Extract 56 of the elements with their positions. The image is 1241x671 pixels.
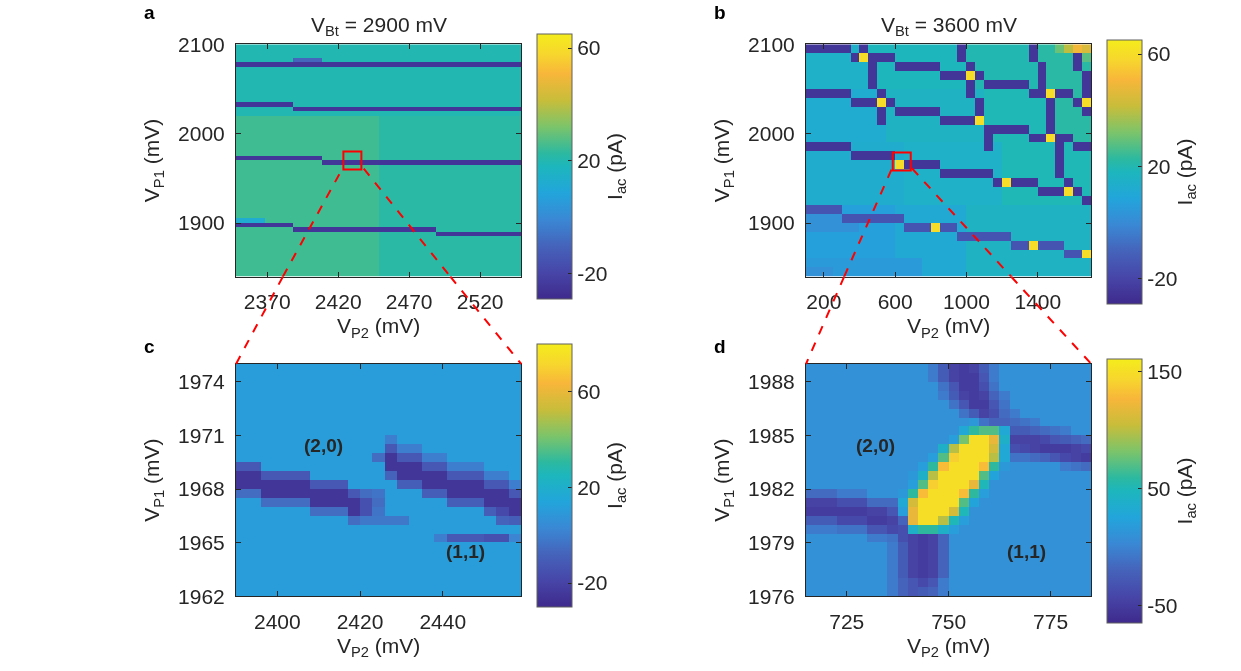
y-tick-label: 1988 xyxy=(748,370,795,394)
annotation: (1,1) xyxy=(1007,541,1047,562)
y-tick-label: 1979 xyxy=(748,531,795,555)
x-tick-label: 2420 xyxy=(314,289,362,313)
text: c xyxy=(144,336,155,357)
color-bar-label: 150 xyxy=(1147,360,1183,384)
y-tick-label: 1962 xyxy=(178,584,225,608)
x-axis-title: V$_{P2}$ (mV) xyxy=(906,633,991,661)
annotation: (2,0) xyxy=(856,435,896,456)
y-tick-label: 1976 xyxy=(748,584,795,608)
x-tick-label: 600 xyxy=(877,289,913,313)
x-tick-label: 1400 xyxy=(1014,289,1062,313)
x-tick-label: 775 xyxy=(1033,609,1069,633)
y-tick-label: 2100 xyxy=(178,32,225,56)
x-tick-label: 2420 xyxy=(336,609,384,633)
x-tick-label: 750 xyxy=(931,609,967,633)
y-tick-label: 1900 xyxy=(178,211,225,235)
y-tick-label: 2100 xyxy=(748,32,795,56)
annotation: (2,0) xyxy=(304,435,344,456)
y-tick-label: 2000 xyxy=(748,122,795,146)
color-bar-label: 60 xyxy=(577,36,601,60)
x-tick-label: 2400 xyxy=(253,609,301,633)
y-tick-label: 1982 xyxy=(748,477,795,501)
y-tick-label: 2000 xyxy=(178,122,225,146)
text: b xyxy=(714,2,726,23)
x-tick-label: 725 xyxy=(829,609,865,633)
color-bar-label: -50 xyxy=(1147,593,1178,617)
y-tick-label: 1900 xyxy=(748,211,795,235)
text: a xyxy=(144,2,155,23)
x-tick-label: 2370 xyxy=(243,289,291,313)
chart-title: V$_{Bt}$ = 2900 mV xyxy=(311,13,447,40)
text: d xyxy=(714,336,726,357)
color-bar-label: -20 xyxy=(1147,267,1178,291)
color-bar-label: 50 xyxy=(1147,477,1171,501)
y-tick-label: 1985 xyxy=(748,423,795,447)
annotation: (1,1) xyxy=(446,541,486,562)
x-axis-title: V$_{P2}$ (mV) xyxy=(906,314,991,341)
x-axis-title: V$_{P2}$ (mV) xyxy=(336,314,421,341)
color-bar-label: 20 xyxy=(577,149,601,173)
y-tick-label: 1965 xyxy=(178,531,225,555)
color-bar-label: 20 xyxy=(577,475,601,499)
y-tick-label: 1971 xyxy=(178,423,225,447)
color-bar-label: -20 xyxy=(577,261,608,285)
color-bar-label: -20 xyxy=(577,571,608,595)
y-tick-label: 1968 xyxy=(178,477,225,501)
y-tick-label: 1974 xyxy=(178,370,226,394)
color-bar-label: 60 xyxy=(1147,42,1171,66)
x-tick-label: 1000 xyxy=(943,289,990,313)
x-tick-label: 2470 xyxy=(385,289,433,313)
x-tick-label: 200 xyxy=(806,289,842,313)
x-axis-title: V$_{P2}$ (mV) xyxy=(336,633,421,661)
color-bar-label: 20 xyxy=(1147,154,1171,178)
x-tick-label: 2520 xyxy=(456,289,504,313)
color-bar-label: 60 xyxy=(577,380,601,404)
x-tick-label: 2440 xyxy=(419,609,467,633)
chart-title: V$_{Bt}$ = 3600 mV xyxy=(881,13,1017,40)
